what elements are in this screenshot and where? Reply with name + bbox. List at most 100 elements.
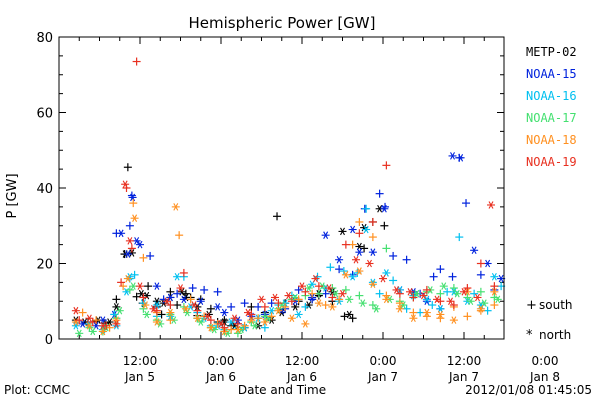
south-point (429, 272, 438, 281)
x-tick-time-label: 12:00 (123, 354, 158, 368)
north-point (436, 310, 445, 319)
south-point (402, 255, 411, 264)
north-point (152, 318, 161, 326)
north-point (460, 288, 468, 296)
south-point (130, 270, 139, 279)
y-tick-label: 40 (36, 182, 53, 197)
south-point (294, 295, 303, 304)
south-point (389, 276, 398, 285)
south-point (166, 316, 175, 325)
south-point (227, 302, 236, 311)
x-tick-time-label: 0:00 (370, 354, 397, 368)
north-point (213, 303, 222, 311)
x-axis-label: Date and Time (238, 383, 326, 397)
north-point (448, 152, 457, 160)
south-point (321, 301, 330, 310)
north-point (406, 288, 414, 296)
south-point (129, 199, 138, 208)
south-point (375, 189, 384, 198)
south-point (395, 289, 404, 298)
north-point (166, 293, 175, 302)
north-point (466, 297, 475, 306)
north-point (267, 306, 276, 315)
north-point (121, 180, 130, 188)
north-point (409, 314, 418, 323)
north-point (181, 305, 190, 313)
north-point (98, 322, 107, 330)
north-point (328, 303, 337, 311)
south-point (122, 184, 131, 192)
south-point (301, 287, 310, 296)
south-point (247, 302, 256, 311)
south-point (375, 289, 384, 298)
north-point (85, 322, 94, 330)
south-point (254, 302, 263, 311)
north-point (372, 305, 381, 313)
legend-entry: NOAA-17 (526, 111, 577, 125)
north-point (284, 291, 293, 300)
south-point (287, 297, 296, 306)
north-point (380, 204, 389, 213)
south-point (294, 285, 303, 294)
north-point (355, 248, 364, 256)
x-tick-time-label: 0:00 (532, 354, 559, 368)
south-point (166, 287, 175, 296)
south-point (490, 282, 499, 291)
north-point (294, 310, 303, 319)
north-point (304, 284, 313, 292)
south-point (355, 229, 364, 238)
y-tick-label: 0 (45, 333, 53, 348)
north-point (78, 320, 87, 328)
north-point (203, 312, 212, 321)
north-point (382, 295, 391, 304)
south-point (92, 316, 101, 325)
south-point (402, 304, 411, 313)
north-point (75, 329, 84, 338)
legend-symbol-label: south (539, 298, 573, 312)
north-point (473, 293, 482, 302)
south-point (355, 291, 364, 300)
x-tick-date-label: Jan 7 (367, 370, 398, 384)
south-point (157, 310, 166, 319)
south-point (139, 253, 148, 262)
south-point (449, 284, 458, 293)
north-point (476, 305, 485, 313)
south-point (348, 314, 357, 323)
north-point (436, 305, 445, 313)
south-point (389, 251, 398, 260)
north-point (382, 269, 391, 277)
south-point (240, 321, 249, 330)
north-point (130, 214, 139, 222)
north-point (196, 318, 205, 326)
north-point (152, 301, 161, 309)
north-point (379, 274, 387, 283)
north-point (493, 295, 502, 304)
north-point (355, 267, 364, 275)
north-point (439, 282, 448, 290)
south-point (436, 289, 445, 298)
south-point (476, 259, 485, 268)
south-point (326, 263, 335, 272)
south-point (409, 308, 418, 317)
north-point (314, 299, 323, 307)
north-point (123, 250, 132, 258)
y-tick-label: 60 (36, 107, 53, 122)
south-point (179, 268, 188, 277)
south-point (455, 233, 464, 242)
north-point (453, 289, 462, 298)
north-point (470, 246, 479, 255)
south-point (146, 251, 155, 260)
south-point (139, 304, 148, 313)
south-point (125, 285, 134, 294)
north-point (345, 295, 354, 304)
north-point (348, 272, 357, 281)
south-point (273, 212, 282, 221)
south-point (274, 299, 283, 308)
north-point (163, 297, 171, 306)
south-point (267, 299, 276, 308)
legend-entry: METP-02 (526, 45, 577, 59)
south-point (301, 302, 310, 311)
north-point (128, 193, 137, 202)
north-point (321, 231, 330, 239)
